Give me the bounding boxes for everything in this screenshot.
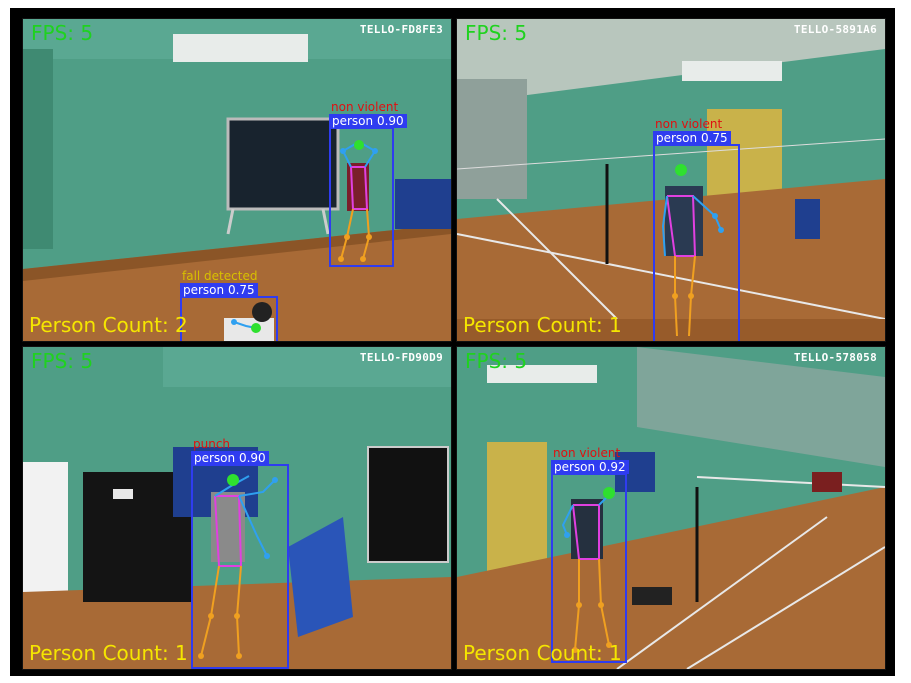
person-confidence-label: person 0.90 <box>191 451 269 465</box>
person-confidence-label: person 0.90 <box>329 114 407 128</box>
fps-label: FPS: 5 <box>465 349 528 373</box>
camera-feed-2[interactable]: FPS: 5 TELLO-5891A6 non violent person 0… <box>456 18 886 342</box>
camera-scene <box>457 347 885 669</box>
person-confidence-label: person 0.75 <box>653 131 731 145</box>
person-bounding-box[interactable]: fall detected person 0.75 <box>180 270 278 341</box>
person-count-label: Person Count: 1 <box>29 641 188 665</box>
camera-feed-4[interactable]: FPS: 5 TELLO-578058 non violent person 0… <box>456 346 886 670</box>
camera-feed-1[interactable]: FPS: 5 TELLO-FD8FE3 non violent person 0… <box>22 18 452 342</box>
drone-id-label: TELLO-5891A6 <box>793 23 877 36</box>
camera-scene <box>457 19 885 341</box>
pose-skeleton <box>198 474 278 659</box>
drone-id-label: TELLO-FD90D9 <box>359 351 443 364</box>
person-count-label: Person Count: 1 <box>463 313 622 337</box>
person-confidence-label: person 0.92 <box>551 460 629 474</box>
pose-skeleton <box>561 487 616 653</box>
camera-scene <box>23 19 451 341</box>
drone-id-label: TELLO-FD8FE3 <box>359 23 443 36</box>
fps-label: FPS: 5 <box>31 349 94 373</box>
camera-feed-3[interactable]: FPS: 5 TELLO-FD90D9 punch person 0.90 Pe… <box>22 346 452 670</box>
fps-label: FPS: 5 <box>465 21 528 45</box>
fps-label: FPS: 5 <box>31 21 94 45</box>
action-label: non violent <box>331 100 399 114</box>
person-bounding-box[interactable]: non violent person 0.90 <box>329 101 407 267</box>
person-bounding-box[interactable]: non violent person 0.75 <box>653 118 740 341</box>
action-label: fall detected <box>182 269 258 283</box>
pose-skeleton <box>661 164 724 337</box>
person-bounding-box[interactable]: non violent person 0.92 <box>551 447 629 663</box>
action-label: punch <box>193 437 231 451</box>
action-label: non violent <box>553 446 621 460</box>
camera-grid: FPS: 5 TELLO-FD8FE3 non violent person 0… <box>10 8 895 676</box>
action-label: non violent <box>655 117 723 131</box>
drone-id-label: TELLO-578058 <box>793 351 877 364</box>
pose-skeleton <box>224 302 274 341</box>
person-bounding-box[interactable]: punch person 0.90 <box>191 438 289 669</box>
pose-skeleton <box>338 140 378 262</box>
person-confidence-label: person 0.75 <box>180 283 258 297</box>
person-count-label: Person Count: 1 <box>463 641 622 665</box>
person-count-label: Person Count: 2 <box>29 313 188 337</box>
